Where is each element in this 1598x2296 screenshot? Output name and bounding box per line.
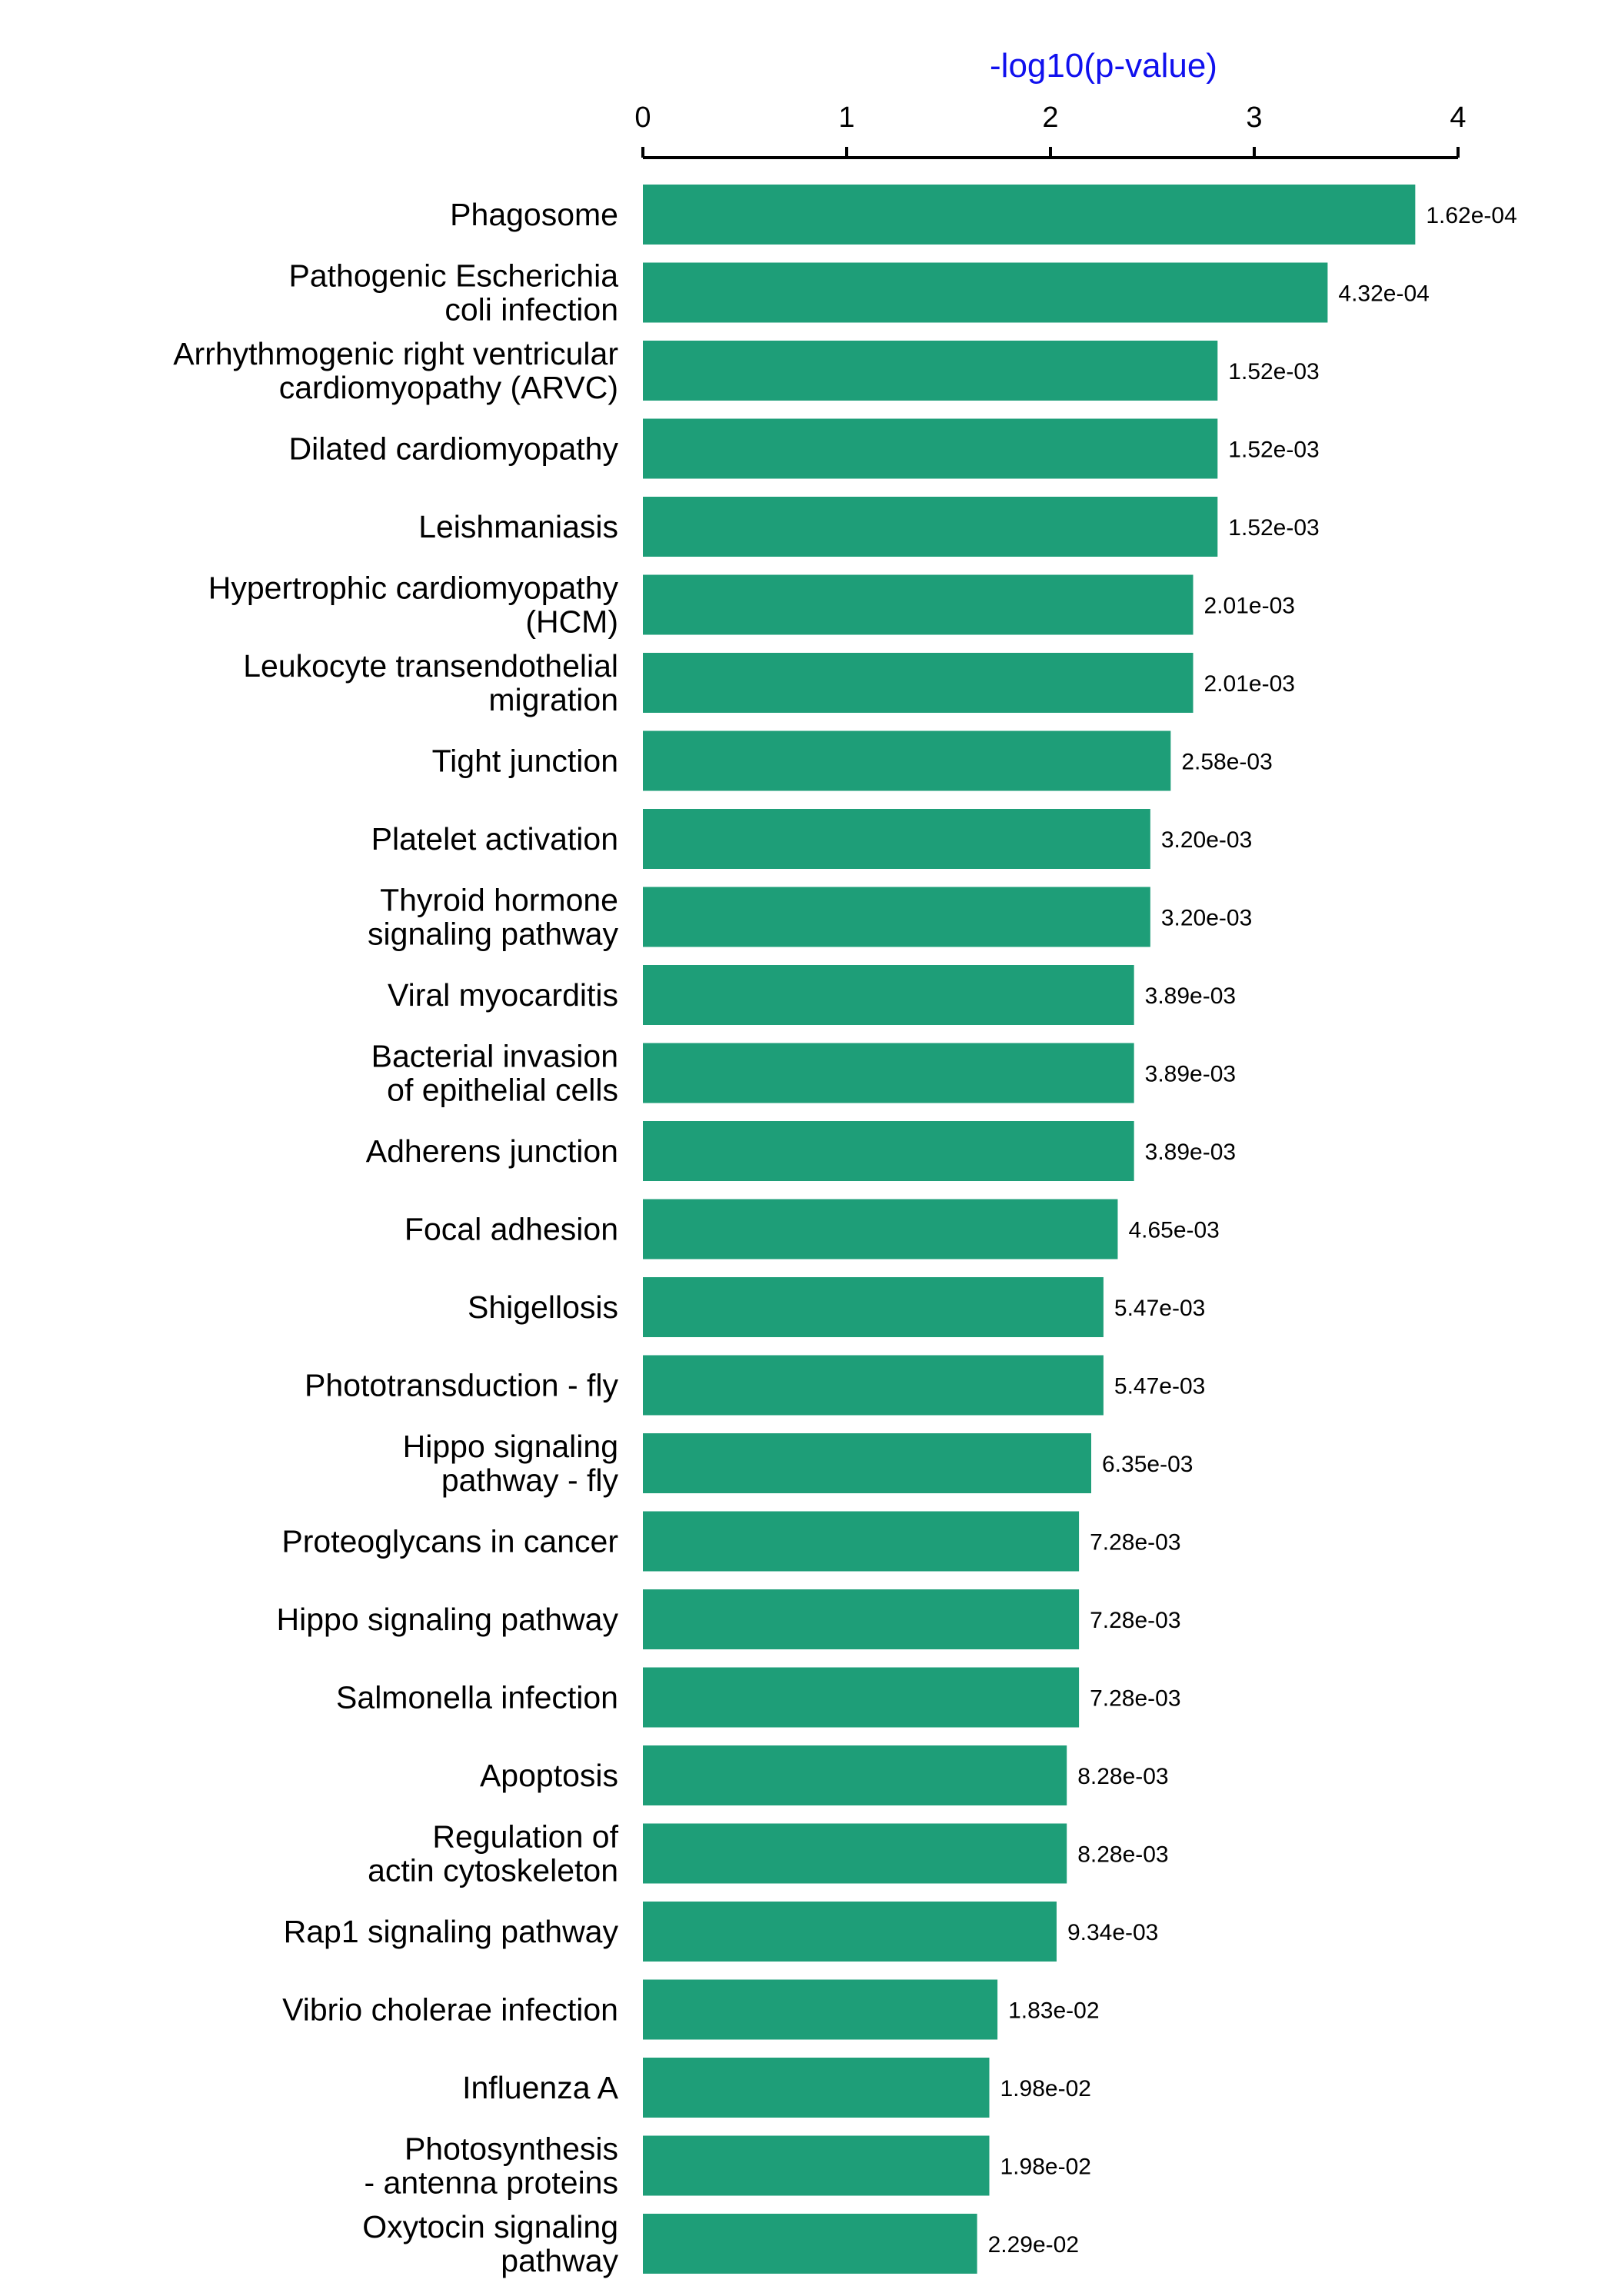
bar xyxy=(643,653,1194,713)
category-label: Viral myocarditis xyxy=(388,977,618,1013)
category-label: Pathogenic Escherichia coli infection xyxy=(289,258,619,328)
bar xyxy=(643,965,1134,1025)
bar xyxy=(643,887,1150,947)
category-label: Shigellosis xyxy=(468,1289,618,1325)
bar xyxy=(643,1277,1104,1337)
value-labels-group: 1.62e-04 4.32e-04 1.52e-03 1.52e-03 1.52e-03… xyxy=(988,203,1517,2258)
bar xyxy=(643,809,1150,869)
bar xyxy=(643,1511,1080,1572)
value-label: 4.32e-04 xyxy=(1338,281,1429,307)
value-label: 9.34e-03 xyxy=(1067,1920,1158,1945)
bar xyxy=(643,2058,990,2118)
bar xyxy=(643,730,1171,791)
value-label: 2.01e-03 xyxy=(1204,671,1295,697)
category-label: Vibrio cholerae infection xyxy=(282,1992,618,2028)
category-label: Phagosome xyxy=(450,197,618,232)
category-label: Leukocyte transendothelial migration xyxy=(243,648,618,717)
bar xyxy=(643,1667,1080,1728)
value-label: 3.20e-03 xyxy=(1161,827,1252,853)
bar xyxy=(643,1433,1091,1493)
value-label: 1.98e-02 xyxy=(1000,2076,1091,2101)
category-label: Salmonella infection xyxy=(336,1680,618,1715)
value-label: 3.89e-03 xyxy=(1145,983,1236,1009)
value-label: 5.47e-03 xyxy=(1114,1374,1205,1399)
value-label: 1.52e-03 xyxy=(1228,438,1319,463)
value-label: 3.89e-03 xyxy=(1145,1062,1236,1087)
bar xyxy=(643,1121,1134,1181)
category-label: Oxytocin signaling pathway xyxy=(362,2209,618,2278)
bar xyxy=(643,1589,1080,1649)
bar xyxy=(643,418,1218,479)
category-label: Hippo signaling pathway xyxy=(277,1602,619,1637)
value-label: 1.83e-02 xyxy=(1008,1998,1099,2024)
category-label: Focal adhesion xyxy=(404,1212,618,1247)
value-label: 2.29e-02 xyxy=(988,2232,1079,2258)
value-label: 6.35e-03 xyxy=(1102,1452,1193,1477)
category-label: Dilated cardiomyopathy xyxy=(289,431,619,467)
category-label: Hypertrophic cardiomyopathy (HCM) xyxy=(208,571,619,640)
category-label: Arrhythmogenic right ventricular cardiomy… xyxy=(173,336,618,405)
category-label: Platelet activation xyxy=(371,821,618,857)
x-tick-label: 3 xyxy=(1246,101,1262,134)
bar xyxy=(643,1199,1118,1259)
bar xyxy=(643,262,1328,323)
bar xyxy=(643,574,1194,635)
value-label: 2.01e-03 xyxy=(1204,594,1295,619)
category-labels-group: Phagosome Pathogenic Escherichia coli infe… xyxy=(173,197,618,2278)
bar xyxy=(643,1043,1134,1103)
x-tick-label: 2 xyxy=(1042,101,1058,134)
x-axis: 0 1 2 3 4 xyxy=(634,101,1466,159)
bar xyxy=(643,1979,998,2040)
category-label: Tight junction xyxy=(432,744,618,779)
bar xyxy=(643,1823,1067,1884)
bar xyxy=(643,1745,1067,1805)
bar xyxy=(643,1355,1104,1416)
value-label: 7.28e-03 xyxy=(1090,1608,1180,1633)
value-label: 1.98e-02 xyxy=(1000,2155,1091,2180)
bar xyxy=(643,2135,990,2196)
category-label: Photosynthesis - antenna proteins xyxy=(364,2131,618,2201)
bars-group xyxy=(643,185,1416,2274)
category-label: Hippo signaling pathway - fly xyxy=(403,1429,619,1498)
value-label: 7.28e-03 xyxy=(1090,1530,1180,1556)
category-label: Rap1 signaling pathway xyxy=(284,1914,619,1949)
value-label: 1.52e-03 xyxy=(1228,359,1319,384)
value-label: 3.89e-03 xyxy=(1145,1140,1236,1165)
value-label: 8.28e-03 xyxy=(1077,1764,1168,1789)
bar xyxy=(643,497,1218,557)
category-label: Apoptosis xyxy=(480,1758,618,1793)
value-label: 3.20e-03 xyxy=(1161,906,1252,931)
category-label: Proteoglycans in cancer xyxy=(281,1524,618,1559)
value-label: 4.65e-03 xyxy=(1128,1218,1219,1243)
bar xyxy=(643,341,1218,401)
x-tick-label: 0 xyxy=(634,101,651,134)
category-label: Phototransduction - fly xyxy=(305,1368,618,1403)
x-tick-label: 4 xyxy=(1450,101,1466,134)
bar xyxy=(643,185,1416,245)
value-label: 1.62e-04 xyxy=(1426,203,1516,228)
category-label: Adherens junction xyxy=(366,1133,618,1169)
value-label: 2.58e-03 xyxy=(1181,750,1272,775)
category-label: Leishmaniasis xyxy=(418,509,618,544)
category-label: Influenza A xyxy=(462,2070,619,2105)
category-label: Regulation of actin cytoskeleton xyxy=(368,1819,619,1888)
value-label: 8.28e-03 xyxy=(1077,1842,1168,1868)
value-label: 1.52e-03 xyxy=(1228,515,1319,541)
category-label: Thyroid hormone signaling pathway xyxy=(368,883,618,952)
bar xyxy=(643,2214,977,2274)
x-tick-label: 1 xyxy=(838,101,854,134)
x-axis-title: -log10(p-value) xyxy=(990,47,1217,85)
value-label: 5.47e-03 xyxy=(1114,1296,1205,1321)
value-label: 7.28e-03 xyxy=(1090,1686,1180,1712)
category-label: Bacterial invasion of epithelial cells xyxy=(371,1039,618,1108)
bar xyxy=(643,1902,1057,1962)
